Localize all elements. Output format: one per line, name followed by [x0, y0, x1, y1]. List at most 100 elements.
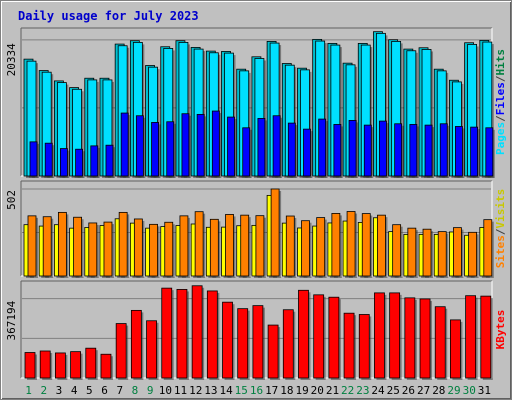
kbytes-bar-6-fill: [100, 353, 112, 379]
visits-right-label-part-0: Sites: [494, 235, 507, 268]
visits-bar-26-fill: [407, 227, 417, 277]
pages-bar-17: [272, 115, 283, 178]
pages-bar-3: [59, 148, 70, 178]
visits-bar-28: [437, 231, 449, 278]
pages-bar-12: [196, 113, 207, 178]
visits-bar-3: [57, 211, 69, 278]
x-tick-label-27: 27: [417, 384, 430, 397]
visits-bar-25: [392, 224, 403, 278]
x-tick-label-8: 8: [132, 384, 139, 397]
visits-bar-28-fill: [437, 231, 447, 277]
kbytes-bar-4-fill: [70, 351, 81, 379]
kbytes-bar-1: [24, 352, 37, 380]
kbytes-bar-30: [465, 295, 478, 380]
x-tick-label-6: 6: [101, 384, 108, 397]
pages-bar-18-fill: [287, 122, 296, 177]
kbytes-bar-20: [313, 294, 326, 380]
x-tick-label-19: 19: [295, 384, 308, 397]
visits-bar-24-fill: [377, 214, 386, 277]
pages-bar-1: [29, 141, 39, 178]
visits-bar-7-fill: [118, 211, 128, 277]
pages-bar-16-fill: [257, 118, 266, 177]
x-tick-label-30: 30: [463, 384, 476, 397]
pages-bar-10: [166, 121, 176, 178]
x-tick-label-17: 17: [265, 384, 278, 397]
kbytes-bar-28-fill: [434, 306, 446, 379]
pages-bar-19-fill: [303, 128, 311, 177]
pages-bar-19: [303, 128, 313, 178]
visits-bar-15-fill: [240, 214, 250, 277]
pages-bar-16: [257, 118, 267, 178]
pages-bar-14: [227, 116, 237, 178]
pages-bar-22-fill: [348, 120, 357, 177]
visits-bar-22: [346, 211, 358, 278]
visits-right-label-part-2: Visits: [494, 189, 507, 229]
kbytes-bar-19: [298, 289, 311, 380]
visits-bar-18: [285, 215, 297, 278]
visits-bar-5-fill: [88, 222, 98, 277]
visits-bar-27: [422, 228, 434, 278]
pages-bar-22: [348, 120, 359, 178]
x-tick-label-22: 22: [341, 384, 354, 397]
visits-bar-17: [270, 188, 282, 278]
x-tick-label-10: 10: [159, 384, 172, 397]
visits-bar-4-fill: [73, 216, 82, 277]
pages-bar-9: [151, 122, 161, 178]
pages-bar-31: [485, 127, 495, 178]
x-tick-label-20: 20: [311, 384, 324, 397]
visits-bar-12: [194, 211, 206, 278]
visits-bar-22-fill: [346, 211, 356, 277]
kbytes-bar-14: [222, 301, 235, 380]
visits-bar-26: [407, 227, 418, 278]
kbytes-bar-14-fill: [222, 301, 233, 379]
kbytes-bar-30-fill: [465, 295, 477, 379]
kbytes-bar-9: [146, 320, 159, 380]
visits-right-label-part-1: /: [494, 228, 507, 235]
kbytes-bar-7-fill: [115, 323, 127, 379]
pages-bar-24: [379, 120, 389, 178]
kbytes-bar-7: [115, 323, 129, 380]
visits-bar-18-fill: [285, 215, 295, 277]
visits-bar-2: [42, 216, 54, 278]
pages-bar-29: [455, 126, 465, 178]
x-tick-label-16: 16: [250, 384, 263, 397]
hits-right-label-part-2: Files: [494, 82, 507, 115]
kbytes-bar-10: [161, 287, 174, 380]
pages-bar-27: [424, 124, 435, 178]
visits-bar-31-fill: [483, 219, 493, 277]
visits-bar-10-fill: [164, 221, 174, 277]
visits-bar-9: [149, 223, 160, 278]
pages-bar-30: [470, 126, 480, 178]
kbytes-bar-28: [434, 306, 448, 380]
pages-bar-11: [181, 113, 191, 178]
pages-bar-24-fill: [379, 120, 387, 177]
pages-bar-8-fill: [135, 115, 144, 177]
kbytes-bar-25-fill: [389, 292, 401, 379]
hits-right-label: Pages/Files/Hits: [494, 49, 507, 155]
x-tick-label-24: 24: [371, 384, 385, 397]
kbytes-bar-21: [328, 296, 341, 380]
visits-bar-11: [179, 215, 190, 278]
x-tick-label-12: 12: [189, 384, 202, 397]
visits-bar-4: [73, 216, 84, 278]
visits-bar-1: [27, 215, 38, 278]
kbytes-bar-2: [39, 350, 53, 380]
kbytes-bar-13: [206, 290, 220, 380]
x-tick-label-25: 25: [387, 384, 400, 397]
visits-bar-7: [118, 211, 130, 278]
kbytes-bar-12-fill: [191, 285, 203, 379]
visits-bar-16-fill: [255, 215, 265, 277]
pages-bar-14-fill: [227, 116, 235, 177]
chart-title: Daily usage for July 2023: [18, 9, 199, 23]
visits-bar-5: [88, 222, 99, 278]
kbytes-bar-13-fill: [206, 290, 218, 379]
pages-bar-17-fill: [272, 115, 281, 177]
kbytes-bar-16: [252, 305, 265, 380]
kbytes-bar-18: [282, 309, 296, 380]
kbytes-bar-17-fill: [267, 324, 279, 379]
x-tick-label-7: 7: [116, 384, 123, 397]
x-tick-label-4: 4: [71, 384, 78, 397]
kbytes-bar-26-fill: [404, 297, 416, 379]
kbytes-bar-5: [85, 347, 98, 380]
visits-bar-29: [453, 227, 464, 278]
